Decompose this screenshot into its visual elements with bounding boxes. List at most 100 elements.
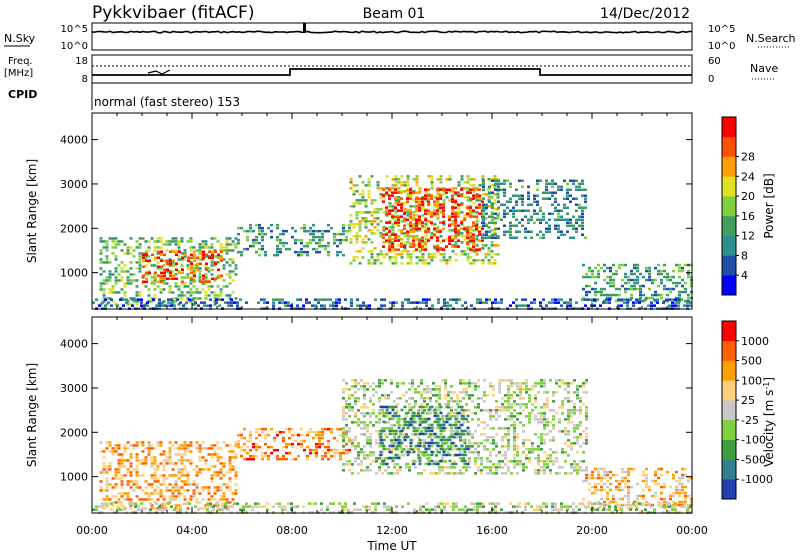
heatmap-cell [519, 388, 522, 391]
heatmap-cell [114, 237, 118, 240]
heatmap-cell [429, 388, 432, 391]
heatmap-cell [177, 258, 181, 261]
heatmap-cell [101, 301, 104, 304]
heatmap-cell [489, 382, 492, 385]
heatmap-cell [424, 426, 428, 430]
heatmap-cell [521, 298, 524, 301]
heatmap-cell [315, 241, 318, 245]
heatmap-cell [429, 433, 432, 436]
heatmap-cell [469, 235, 473, 238]
heatmap-cell [411, 385, 414, 388]
heatmap-cell [400, 215, 403, 218]
heatmap-cell [204, 462, 208, 465]
heatmap-cell [418, 414, 422, 418]
heatmap-cell [516, 472, 519, 475]
heatmap-cell [453, 400, 456, 403]
heatmap-cell [489, 442, 492, 445]
heatmap-cell [180, 492, 184, 495]
heatmap-cell [469, 197, 472, 200]
heatmap-cell [412, 426, 416, 430]
heatmap-cell [609, 275, 612, 279]
heatmap-cell [404, 298, 407, 301]
heatmap-cell [463, 438, 467, 442]
heatmap-cell [348, 460, 351, 463]
heatmap-cell [219, 477, 223, 480]
heatmap-cell [513, 454, 516, 457]
heatmap-cell [493, 208, 497, 211]
heatmap-cell [567, 382, 570, 385]
heatmap-cell [427, 188, 430, 191]
heatmap-cell [403, 227, 406, 230]
heatmap-cell [240, 250, 243, 254]
heatmap-cell [439, 253, 443, 256]
heatmap-cell [198, 471, 202, 474]
heatmap-cell [385, 212, 388, 215]
heatmap-cell [518, 209, 521, 212]
heatmap-cell [449, 298, 452, 301]
heatmap-cell [424, 212, 427, 215]
heatmap-cell [615, 479, 618, 483]
heatmap-cell [433, 432, 437, 436]
heatmap-cell [183, 489, 187, 492]
heatmap-cell [503, 188, 506, 191]
heatmap-cell [270, 223, 273, 227]
heatmap-cell [421, 426, 425, 430]
heatmap-cell [460, 194, 463, 197]
heatmap-cell [454, 187, 458, 190]
heatmap-cell [189, 282, 193, 285]
heatmap-cell [630, 485, 633, 489]
heatmap-cell [105, 249, 109, 252]
heatmap-cell [252, 442, 255, 446]
heatmap-cell [423, 400, 426, 403]
heatmap-cell [463, 429, 467, 433]
heatmap-cell [129, 471, 133, 474]
heatmap-cell [451, 205, 455, 208]
heatmap-cell [400, 238, 404, 241]
heatmap-cell [534, 433, 537, 436]
heatmap-cell [195, 474, 199, 477]
heatmap-cell [457, 194, 460, 197]
heatmap-cell [379, 432, 383, 436]
heatmap-cell [683, 304, 686, 307]
heatmap-cell [111, 246, 115, 249]
heatmap-cell [501, 403, 504, 406]
heatmap-cell [627, 281, 630, 285]
heatmap-cell [454, 426, 458, 430]
heatmap-cell [469, 256, 473, 259]
heatmap-cell [181, 271, 184, 274]
heatmap-cell [309, 430, 312, 434]
heatmap-cell [445, 178, 449, 181]
heatmap-cell [429, 400, 432, 403]
heatmap-cell [255, 445, 258, 449]
heatmap-cell [153, 282, 157, 285]
heatmap-cell [648, 266, 651, 270]
heatmap-cell [400, 203, 403, 206]
heatmap-cell [350, 298, 353, 301]
heatmap-cell [185, 301, 188, 304]
heatmap-cell [567, 445, 570, 448]
heatmap-cell [519, 394, 522, 397]
heatmap-cell [111, 495, 115, 498]
heatmap-cell [324, 244, 327, 248]
heatmap-cell [99, 441, 103, 444]
heatmap-cell [600, 497, 603, 501]
heatmap-cell [484, 253, 488, 256]
heatmap-cell [516, 385, 519, 388]
heatmap-cell [175, 268, 178, 271]
heatmap-cell [500, 182, 503, 185]
heatmap-cell [149, 508, 152, 511]
heatmap-cell [460, 414, 464, 418]
heatmap-cell [533, 301, 536, 304]
heatmap-cell [114, 447, 118, 450]
heatmap-cell [189, 279, 193, 282]
heatmap-cell [297, 454, 300, 458]
heatmap-cell [312, 247, 315, 251]
heatmap-cell [158, 301, 161, 304]
heatmap-cell [315, 433, 318, 437]
heatmap-cell [186, 444, 190, 447]
heatmap-cell [192, 273, 196, 276]
heatmap-cell [639, 272, 642, 276]
heatmap-cell [276, 433, 279, 437]
heatmap-cell [330, 430, 333, 434]
heatmap-cell [216, 441, 220, 444]
